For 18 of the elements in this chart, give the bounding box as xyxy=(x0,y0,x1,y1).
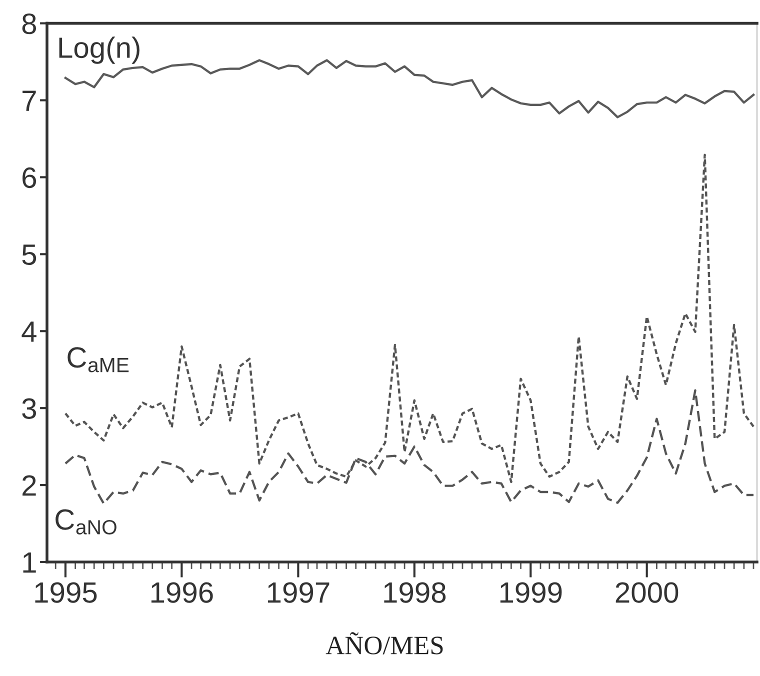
x-tick-label: 1997 xyxy=(268,582,330,603)
y-tick-label: 5 xyxy=(22,244,36,266)
x-tick-label: 2000 xyxy=(616,582,678,603)
y-tick-label: 8 xyxy=(22,14,36,34)
y-tick-label: 3 xyxy=(22,398,36,419)
series-label: C$_{aME}$ xyxy=(68,347,129,372)
x-tick-label: 1995 xyxy=(35,582,97,603)
y-tick-label: 1 xyxy=(23,552,36,573)
y-tick-label: 2 xyxy=(22,475,36,496)
x-tick-label: 1999 xyxy=(500,582,562,603)
y-tick-label: 7 xyxy=(22,90,36,111)
y-tick-label: 6 xyxy=(22,167,36,188)
y-tick-label: 4 xyxy=(22,322,36,342)
x-axis-title: AÑO/MES xyxy=(326,632,443,654)
series-label: Log(n) xyxy=(59,36,140,64)
series-label: C$_{aNO}$ xyxy=(56,509,116,534)
x-tick-label: 1996 xyxy=(151,582,213,603)
x-tick-label: 1998 xyxy=(384,582,446,603)
